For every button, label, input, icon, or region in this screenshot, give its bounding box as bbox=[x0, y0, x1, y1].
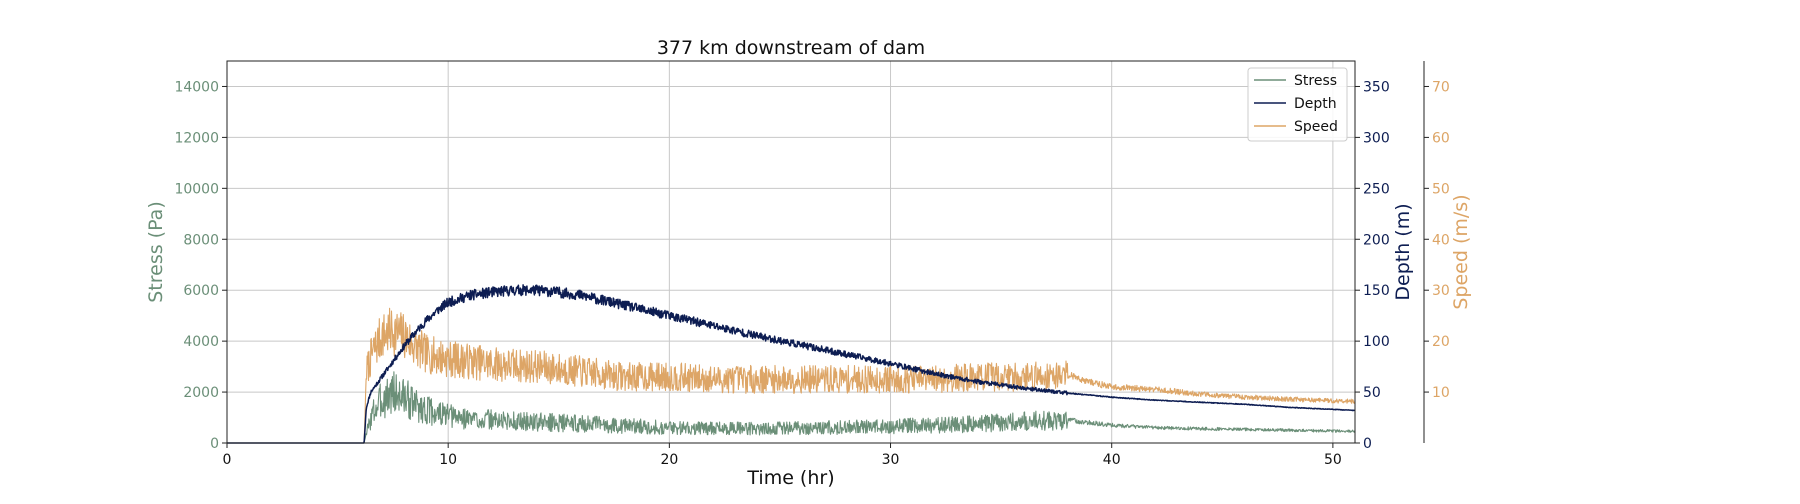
x-tick-label: 30 bbox=[882, 452, 900, 468]
stress-tick-label: 2000 bbox=[183, 385, 219, 401]
legend-label-speed: Speed bbox=[1294, 119, 1338, 135]
legend: Stress Depth Speed bbox=[1247, 67, 1348, 142]
depth-tick-label: 150 bbox=[1363, 283, 1390, 299]
x-tick-label: 0 bbox=[223, 452, 232, 468]
x-tick-label: 20 bbox=[660, 452, 678, 468]
speed-axis-label: Speed (m/s) bbox=[1450, 194, 1472, 309]
x-axis-label: Time (hr) bbox=[746, 467, 834, 489]
x-tick-label: 40 bbox=[1103, 452, 1121, 468]
speed-tick-label: 50 bbox=[1432, 181, 1450, 197]
plot-frame bbox=[226, 60, 1356, 444]
depth-tick-label: 250 bbox=[1363, 181, 1390, 197]
stress-tick-label: 0 bbox=[210, 436, 219, 452]
axes: 0 10 20 30 40 5002000400060008000100001200014… bbox=[174, 79, 1449, 468]
stress-tick-label: 6000 bbox=[183, 283, 219, 299]
speed-tick-label: 20 bbox=[1432, 334, 1450, 350]
stress-tick-label: 4000 bbox=[183, 334, 219, 350]
depth-axis-label: Depth (m) bbox=[1392, 203, 1414, 300]
speed-tick-label: 40 bbox=[1432, 232, 1450, 248]
stress-tick-label: 10000 bbox=[174, 181, 219, 197]
stress-tick-label: 8000 bbox=[183, 232, 219, 248]
speed-tick-label: 30 bbox=[1432, 283, 1450, 299]
depth-tick-label: 100 bbox=[1363, 334, 1390, 350]
series-line-depth bbox=[226, 284, 1356, 444]
stress-tick-label: 12000 bbox=[174, 130, 219, 146]
x-tick-label: 50 bbox=[1324, 452, 1342, 468]
series-lines bbox=[226, 284, 1356, 444]
depth-tick-label: 350 bbox=[1363, 79, 1390, 95]
speed-tick-label: 60 bbox=[1432, 130, 1450, 146]
legend-label-stress: Stress bbox=[1294, 73, 1337, 89]
stress-axis-label: Stress (Pa) bbox=[145, 201, 167, 303]
speed-tick-label: 70 bbox=[1432, 79, 1450, 95]
legend-label-depth: Depth bbox=[1294, 96, 1337, 112]
x-tick-label: 10 bbox=[439, 452, 457, 468]
depth-tick-label: 200 bbox=[1363, 232, 1390, 248]
speed-tick-label: 10 bbox=[1432, 385, 1450, 401]
depth-tick-label: 300 bbox=[1363, 130, 1390, 146]
series-line-stress bbox=[226, 371, 1356, 444]
depth-tick-label: 0 bbox=[1363, 436, 1372, 452]
chart-title: 377 km downstream of dam bbox=[657, 37, 925, 59]
legend-box bbox=[1247, 67, 1348, 142]
depth-tick-label: 50 bbox=[1363, 385, 1381, 401]
stress-tick-label: 14000 bbox=[174, 79, 219, 95]
